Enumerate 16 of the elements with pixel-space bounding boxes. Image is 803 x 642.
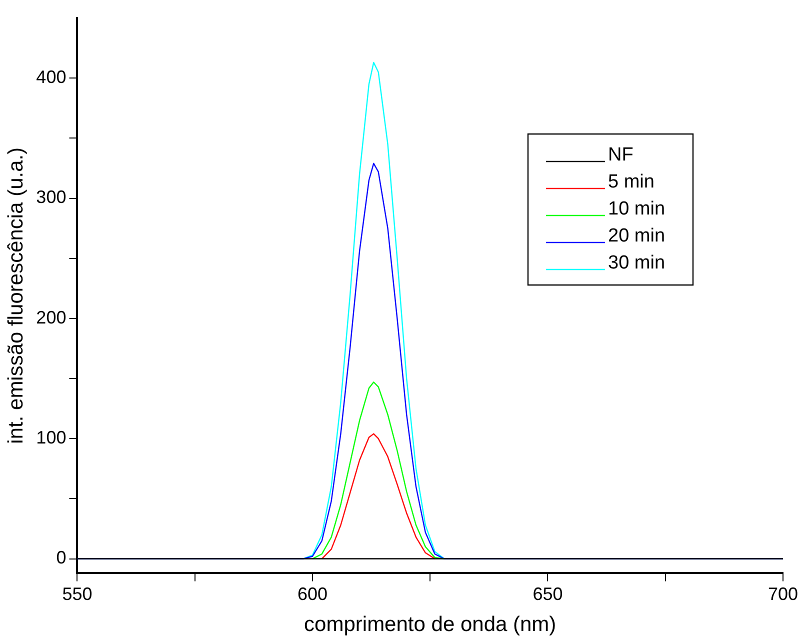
x-tick-label: 600 xyxy=(297,584,328,604)
y-tick-label: 300 xyxy=(36,187,66,208)
x-axis-title: comprimento de onda (nm) xyxy=(304,613,556,636)
legend-label: 10 min xyxy=(608,198,666,220)
y-tick-label: 200 xyxy=(36,307,66,328)
legend-label: 5 min xyxy=(608,172,654,193)
y-axis-title: int. emissão fluorescência (u.a.) xyxy=(4,147,28,444)
x-tick-label: 550 xyxy=(62,584,92,604)
y-tick-label: 0 xyxy=(56,548,66,568)
x-tick-label: 650 xyxy=(532,584,563,604)
legend-label: NF xyxy=(608,144,634,166)
legend-label: 20 min xyxy=(608,226,666,247)
x-tick-label: 700 xyxy=(768,584,798,604)
y-tick-label: 400 xyxy=(36,67,66,88)
y-tick-label: 100 xyxy=(36,428,66,448)
legend-label: 30 min xyxy=(608,252,666,274)
